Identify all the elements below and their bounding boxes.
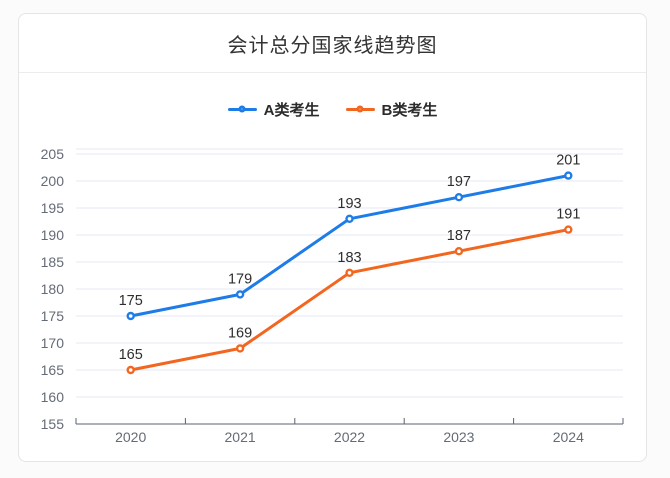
svg-text:179: 179 — [228, 271, 252, 287]
svg-text:170: 170 — [41, 335, 65, 351]
svg-text:193: 193 — [337, 196, 361, 212]
svg-text:197: 197 — [447, 174, 471, 190]
svg-text:175: 175 — [41, 308, 65, 324]
svg-text:2024: 2024 — [553, 429, 584, 445]
svg-text:205: 205 — [41, 146, 65, 162]
legend-item-series-b[interactable]: B类考生 — [345, 99, 438, 120]
svg-text:180: 180 — [41, 281, 65, 297]
svg-text:2023: 2023 — [443, 429, 474, 445]
svg-text:2022: 2022 — [334, 429, 365, 445]
svg-text:169: 169 — [228, 325, 252, 341]
legend-label-series-a: A类考生 — [263, 101, 320, 119]
svg-text:165: 165 — [41, 362, 65, 378]
svg-text:201: 201 — [556, 153, 580, 169]
svg-text:155: 155 — [41, 416, 65, 432]
legend-item-series-a[interactable]: A类考生 — [227, 99, 320, 120]
svg-text:160: 160 — [41, 389, 65, 405]
legend-line-circle-icon — [345, 103, 375, 116]
legend: A类考生 B类考生 — [19, 99, 646, 119]
svg-text:191: 191 — [556, 207, 580, 223]
legend-line-circle-icon — [227, 103, 257, 116]
legend-label-series-b: B类考生 — [381, 101, 438, 119]
svg-text:2021: 2021 — [225, 429, 256, 445]
card-header: 会计总分国家线趋势图 — [19, 14, 646, 73]
svg-text:183: 183 — [337, 250, 361, 266]
chart-area[interactable]: 155 160 165 170 175 180 185 190 195 200 205 2020 202… — [19, 134, 646, 460]
chart-card: 会计总分国家线趋势图 A类考生 B类考生 155 160 165 170 175 180 1… — [18, 13, 647, 462]
svg-text:165: 165 — [119, 347, 143, 363]
chart-title: 会计总分国家线趋势图 — [227, 34, 438, 57]
svg-text:190: 190 — [41, 227, 65, 243]
svg-text:195: 195 — [41, 200, 65, 216]
svg-text:200: 200 — [41, 173, 65, 189]
svg-text:2020: 2020 — [115, 429, 146, 445]
trend-chart[interactable]: 155 160 165 170 175 180 185 190 195 200 205 2020 202… — [19, 134, 646, 460]
svg-text:187: 187 — [447, 228, 471, 244]
svg-text:175: 175 — [119, 293, 143, 309]
svg-text:185: 185 — [41, 254, 65, 270]
